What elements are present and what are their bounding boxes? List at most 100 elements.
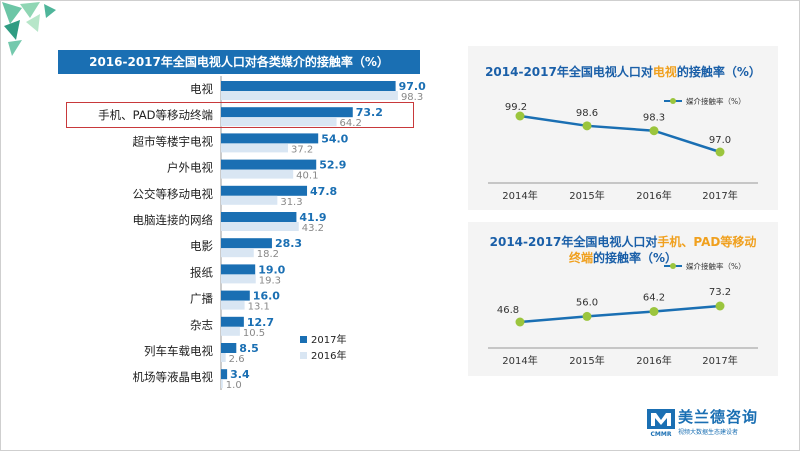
x-tick-label: 2016年 xyxy=(636,354,671,367)
legend-label-2016: 2016年 xyxy=(311,349,346,362)
data-point xyxy=(515,317,525,327)
data-label-2016: 19.3 xyxy=(259,275,281,286)
data-label-2017: 52.9 xyxy=(319,159,346,172)
bar-2017 xyxy=(221,369,228,380)
x-tick-label: 2016年 xyxy=(636,189,671,202)
bar-2016 xyxy=(221,222,299,231)
bar-2016 xyxy=(221,248,254,258)
line-chart-panel-tv: 2014-2017年全国电视人口对电视的接触率（%） 99.2 98.6 98.3 9… xyxy=(468,46,778,210)
data-label-2017: 41.9 xyxy=(299,211,326,224)
line-chart-mobile: 46.8 56.0 64.2 73.2 2014年 2015年 2016年 2017年 媒介接触… xyxy=(488,261,758,367)
data-label-2017: 47.8 xyxy=(310,185,337,198)
bar-chart-title: 2016-2017年全国电视人口对各类媒介的接触率（%） xyxy=(58,50,420,74)
data-label-2016: 64.2 xyxy=(340,118,362,129)
legend-marker xyxy=(670,98,676,104)
data-label: 99.2 xyxy=(505,102,527,113)
cmmr-m-icon xyxy=(647,409,675,429)
data-point xyxy=(715,301,725,311)
legend-label: 媒介接触率（%） xyxy=(686,261,746,271)
bar-2016 xyxy=(221,300,245,310)
brand-slogan: 视频大数据生态建设者 xyxy=(678,429,739,436)
data-label-2017: 73.2 xyxy=(356,106,383,119)
data-label-2016: 13.1 xyxy=(248,302,270,313)
data-label: 64.2 xyxy=(643,292,665,303)
data-label-2017: 28.3 xyxy=(275,237,302,250)
line-chart-panel-mobile: 2014-2017年全国电视人口对手机、PAD等移动 终端的接触率（%） 46.8… xyxy=(468,222,778,376)
category-label: 超市等楼宇电视 xyxy=(133,134,214,148)
legend-marker xyxy=(670,263,676,269)
data-label-2017: 3.4 xyxy=(230,368,250,381)
data-label-2016: 31.3 xyxy=(280,197,302,208)
category-label: 报纸 xyxy=(190,265,213,279)
bar-2017 xyxy=(221,238,272,249)
data-label-2016: 18.2 xyxy=(257,249,279,260)
bar-2017 xyxy=(221,81,396,91)
data-label-2016: 43.2 xyxy=(302,223,324,234)
category-label: 电脑连接的网络 xyxy=(133,213,214,227)
bar-2016 xyxy=(221,117,337,127)
leaf-cluster-icon xyxy=(2,2,56,56)
data-point xyxy=(649,126,659,136)
bar-2016 xyxy=(221,169,294,179)
bar-2017 xyxy=(221,212,297,222)
bar-2017 xyxy=(221,159,317,170)
legend-label: 媒介接触率（%） xyxy=(686,96,746,106)
data-label-2017: 16.0 xyxy=(253,290,280,303)
category-label: 广播 xyxy=(190,292,213,306)
bar-2016 xyxy=(221,274,256,284)
data-label: 98.6 xyxy=(576,108,598,119)
bar-2017 xyxy=(221,343,237,353)
category-label: 列车车载电视 xyxy=(144,344,213,358)
bar-2016 xyxy=(221,195,278,205)
legend-swatch-2016 xyxy=(300,352,307,359)
x-tick-label: 2017年 xyxy=(702,189,737,202)
data-label-2017: 97.0 xyxy=(399,80,426,93)
series-line xyxy=(519,114,721,154)
x-tick-label: 2014年 xyxy=(502,354,537,367)
data-label-2016: 1.0 xyxy=(226,380,242,391)
data-point xyxy=(515,111,525,121)
x-tick-label: 2015年 xyxy=(569,189,604,202)
category-label: 手机、PAD等移动终端 xyxy=(98,108,213,122)
category-label: 电视 xyxy=(190,82,213,96)
data-label-2016: 2.6 xyxy=(229,354,245,365)
bar-chart: 电视 97.098.3 手机、PAD等移动终端 73.264.2 超市等楼宇电视 54.0… xyxy=(98,76,426,391)
x-tick-label: 2014年 xyxy=(502,189,537,202)
brand-short: CMMR xyxy=(650,431,672,438)
bar-2017 xyxy=(221,107,353,118)
data-label: 97.0 xyxy=(709,135,731,146)
data-point xyxy=(649,306,659,316)
data-label-2017: 12.7 xyxy=(247,316,274,329)
data-label-2017: 19.0 xyxy=(258,263,285,276)
data-label-2016: 37.2 xyxy=(291,144,313,155)
data-label-2017: 8.5 xyxy=(239,342,258,355)
bar-2017 xyxy=(221,316,244,327)
data-label: 98.3 xyxy=(643,113,665,124)
bar-2017 xyxy=(221,185,308,196)
data-label: 56.0 xyxy=(576,297,598,308)
title-part: 2014-2017年全国电视人口对 xyxy=(489,235,658,249)
title-highlight: 手机、PAD等移动 xyxy=(657,235,757,249)
data-point xyxy=(715,147,725,157)
title-part: 的接触率（%） xyxy=(676,65,761,79)
data-label-2016: 98.3 xyxy=(401,92,423,103)
category-label: 机场等液晶电视 xyxy=(133,370,214,384)
data-label: 73.2 xyxy=(709,287,731,298)
title-highlight: 电视 xyxy=(652,65,677,79)
x-tick-label: 2017年 xyxy=(702,354,737,367)
category-label: 杂志 xyxy=(190,318,213,332)
legend-swatch-2017 xyxy=(300,336,307,343)
series-line xyxy=(519,304,721,324)
title-part: 2014-2017年全国电视人口对 xyxy=(485,65,653,79)
category-label: 电影 xyxy=(190,239,213,253)
bar-2016 xyxy=(221,143,288,153)
line-chart-tv: 99.2 98.6 98.3 97.0 2014年 2015年 2016年 2017年 媒介接触… xyxy=(488,96,758,202)
data-label-2016: 40.1 xyxy=(296,171,318,182)
category-label: 公交等移动电视 xyxy=(133,187,214,201)
title-highlight: 终端 xyxy=(568,251,593,265)
data-point xyxy=(582,311,592,321)
category-label: 户外电视 xyxy=(167,161,213,175)
title-part: 的接触率（%） xyxy=(592,251,678,265)
bar-2017 xyxy=(221,290,250,301)
bar-2017 xyxy=(221,133,319,144)
